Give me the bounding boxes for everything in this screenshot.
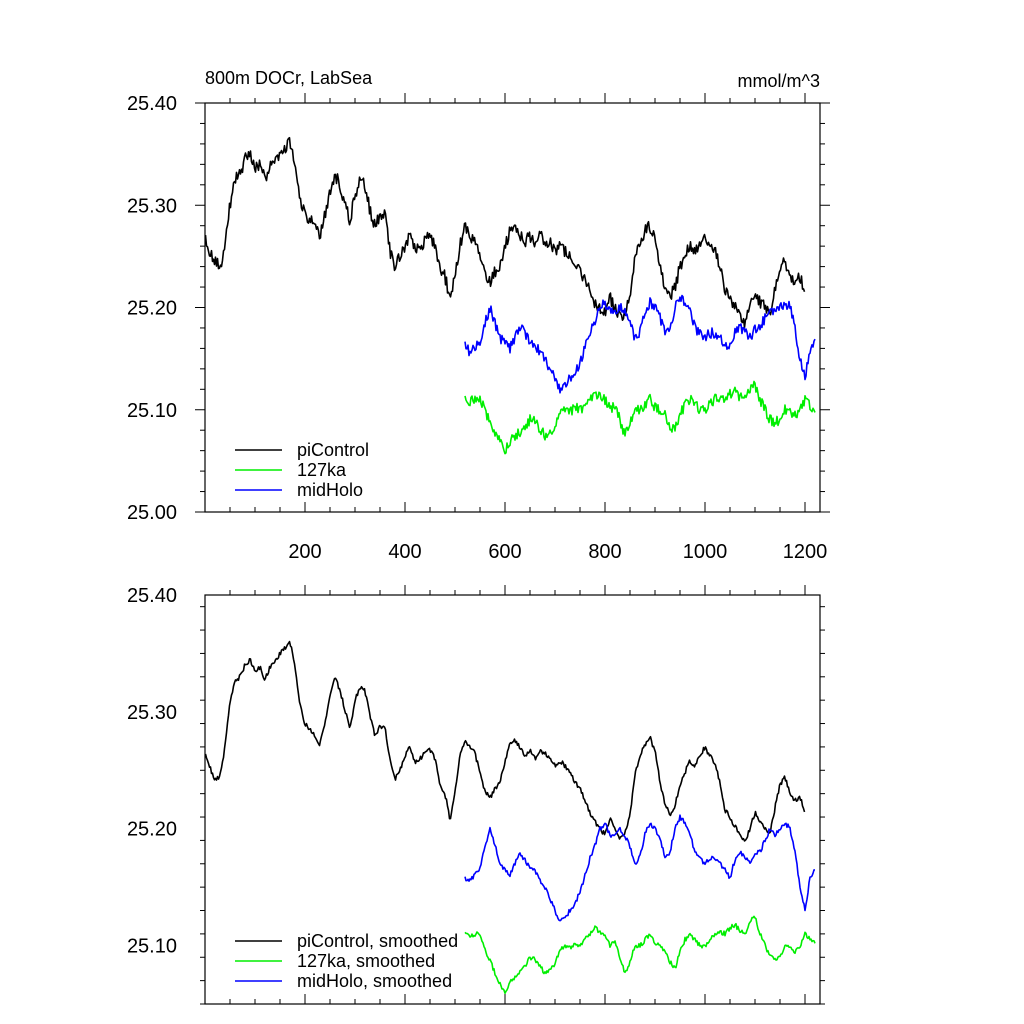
- top-plot-area: [205, 136, 816, 455]
- y-tick-label: 25.00: [127, 502, 177, 524]
- y-tick-label: 25.30: [127, 195, 177, 217]
- series-line-2: [464, 915, 816, 995]
- x-tick-label: 600: [488, 541, 521, 563]
- panel-title-right: mmol/m^3: [738, 71, 820, 91]
- top-panel: 800m DOCr, LabSea mmol/m^3 200 400 600 800 1…: [127, 68, 830, 563]
- y-tick-label: 25.40: [127, 93, 177, 115]
- plot-frame: [204, 594, 821, 1005]
- legend-label-1: piControl: [297, 440, 369, 460]
- legend-label-1: piControl, smoothed: [297, 931, 458, 951]
- legend-label-3: midHolo, smoothed: [297, 971, 452, 991]
- top-axes: 200 400 600 800 1000 1200 25.00 25.10 25.20 25.30…: [127, 93, 830, 563]
- x-tick-label: 200: [288, 541, 321, 563]
- bottom-panel: 25.10 25.20 25.30 25.40 piControl, smoothed…: [127, 585, 825, 1005]
- x-tick-label: 400: [388, 541, 421, 563]
- y-tick-label: 25.20: [127, 298, 177, 320]
- bottom-plot-area: [205, 640, 816, 995]
- y-tick-label: 25.40: [127, 585, 177, 607]
- series-line-2: [464, 380, 816, 455]
- y-tick-label: 25.20: [127, 819, 177, 841]
- x-tick-label: 800: [588, 541, 621, 563]
- y-tick-label: 25.10: [127, 400, 177, 422]
- series-line-1: [205, 136, 806, 329]
- series-line-3: [464, 294, 816, 394]
- x-tick-label: 1000: [683, 541, 728, 563]
- bottom-axes: 25.10 25.20 25.30 25.40: [127, 585, 825, 1005]
- series-line-3: [464, 814, 816, 922]
- legend-label-2: 127ka: [297, 460, 347, 480]
- series-line-1: [205, 640, 806, 842]
- y-tick-label: 25.30: [127, 702, 177, 724]
- legend-label-3: midHolo: [297, 480, 363, 500]
- y-tick-label: 25.10: [127, 936, 177, 958]
- x-tick-label: 1200: [783, 541, 828, 563]
- legend-label-2: 127ka, smoothed: [297, 951, 435, 971]
- panel-title-left: 800m DOCr, LabSea: [205, 68, 373, 88]
